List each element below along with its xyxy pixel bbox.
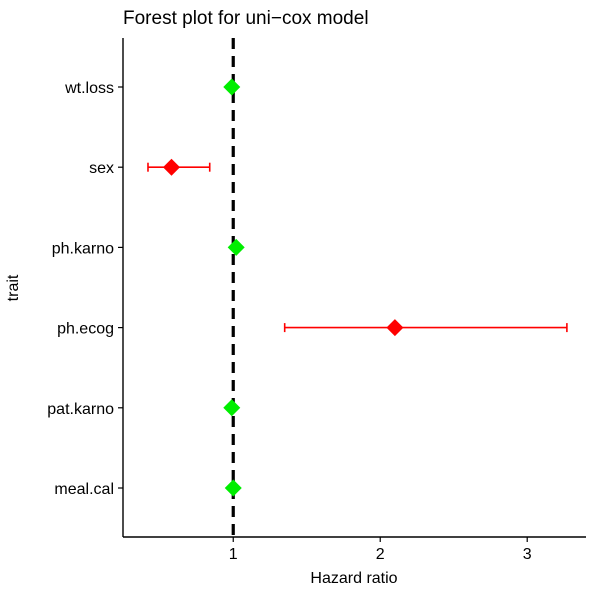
y-tick-label: ph.ecog (57, 321, 114, 338)
y-axis-label: trait (5, 274, 22, 301)
x-tick-label: 3 (523, 546, 532, 563)
y-tick-label: meal.cal (54, 481, 114, 498)
y-tick-label: pat.karno (47, 401, 114, 418)
y-tick-label: wt.loss (64, 80, 114, 97)
chart-title: Forest plot for uni−cox model (123, 8, 369, 29)
x-tick-label: 1 (229, 546, 238, 563)
y-tick-label: sex (89, 160, 114, 177)
x-axis-label: Hazard ratio (310, 570, 397, 587)
point-pat.karno (223, 399, 241, 417)
x-tick-label: 2 (376, 546, 385, 563)
point-wt.loss (223, 78, 241, 96)
point-ph.karno (227, 238, 245, 256)
point-meal.cal (224, 479, 242, 497)
y-tick-label: ph.karno (52, 240, 114, 257)
point-ph.ecog (386, 319, 404, 337)
point-sex (163, 158, 181, 176)
